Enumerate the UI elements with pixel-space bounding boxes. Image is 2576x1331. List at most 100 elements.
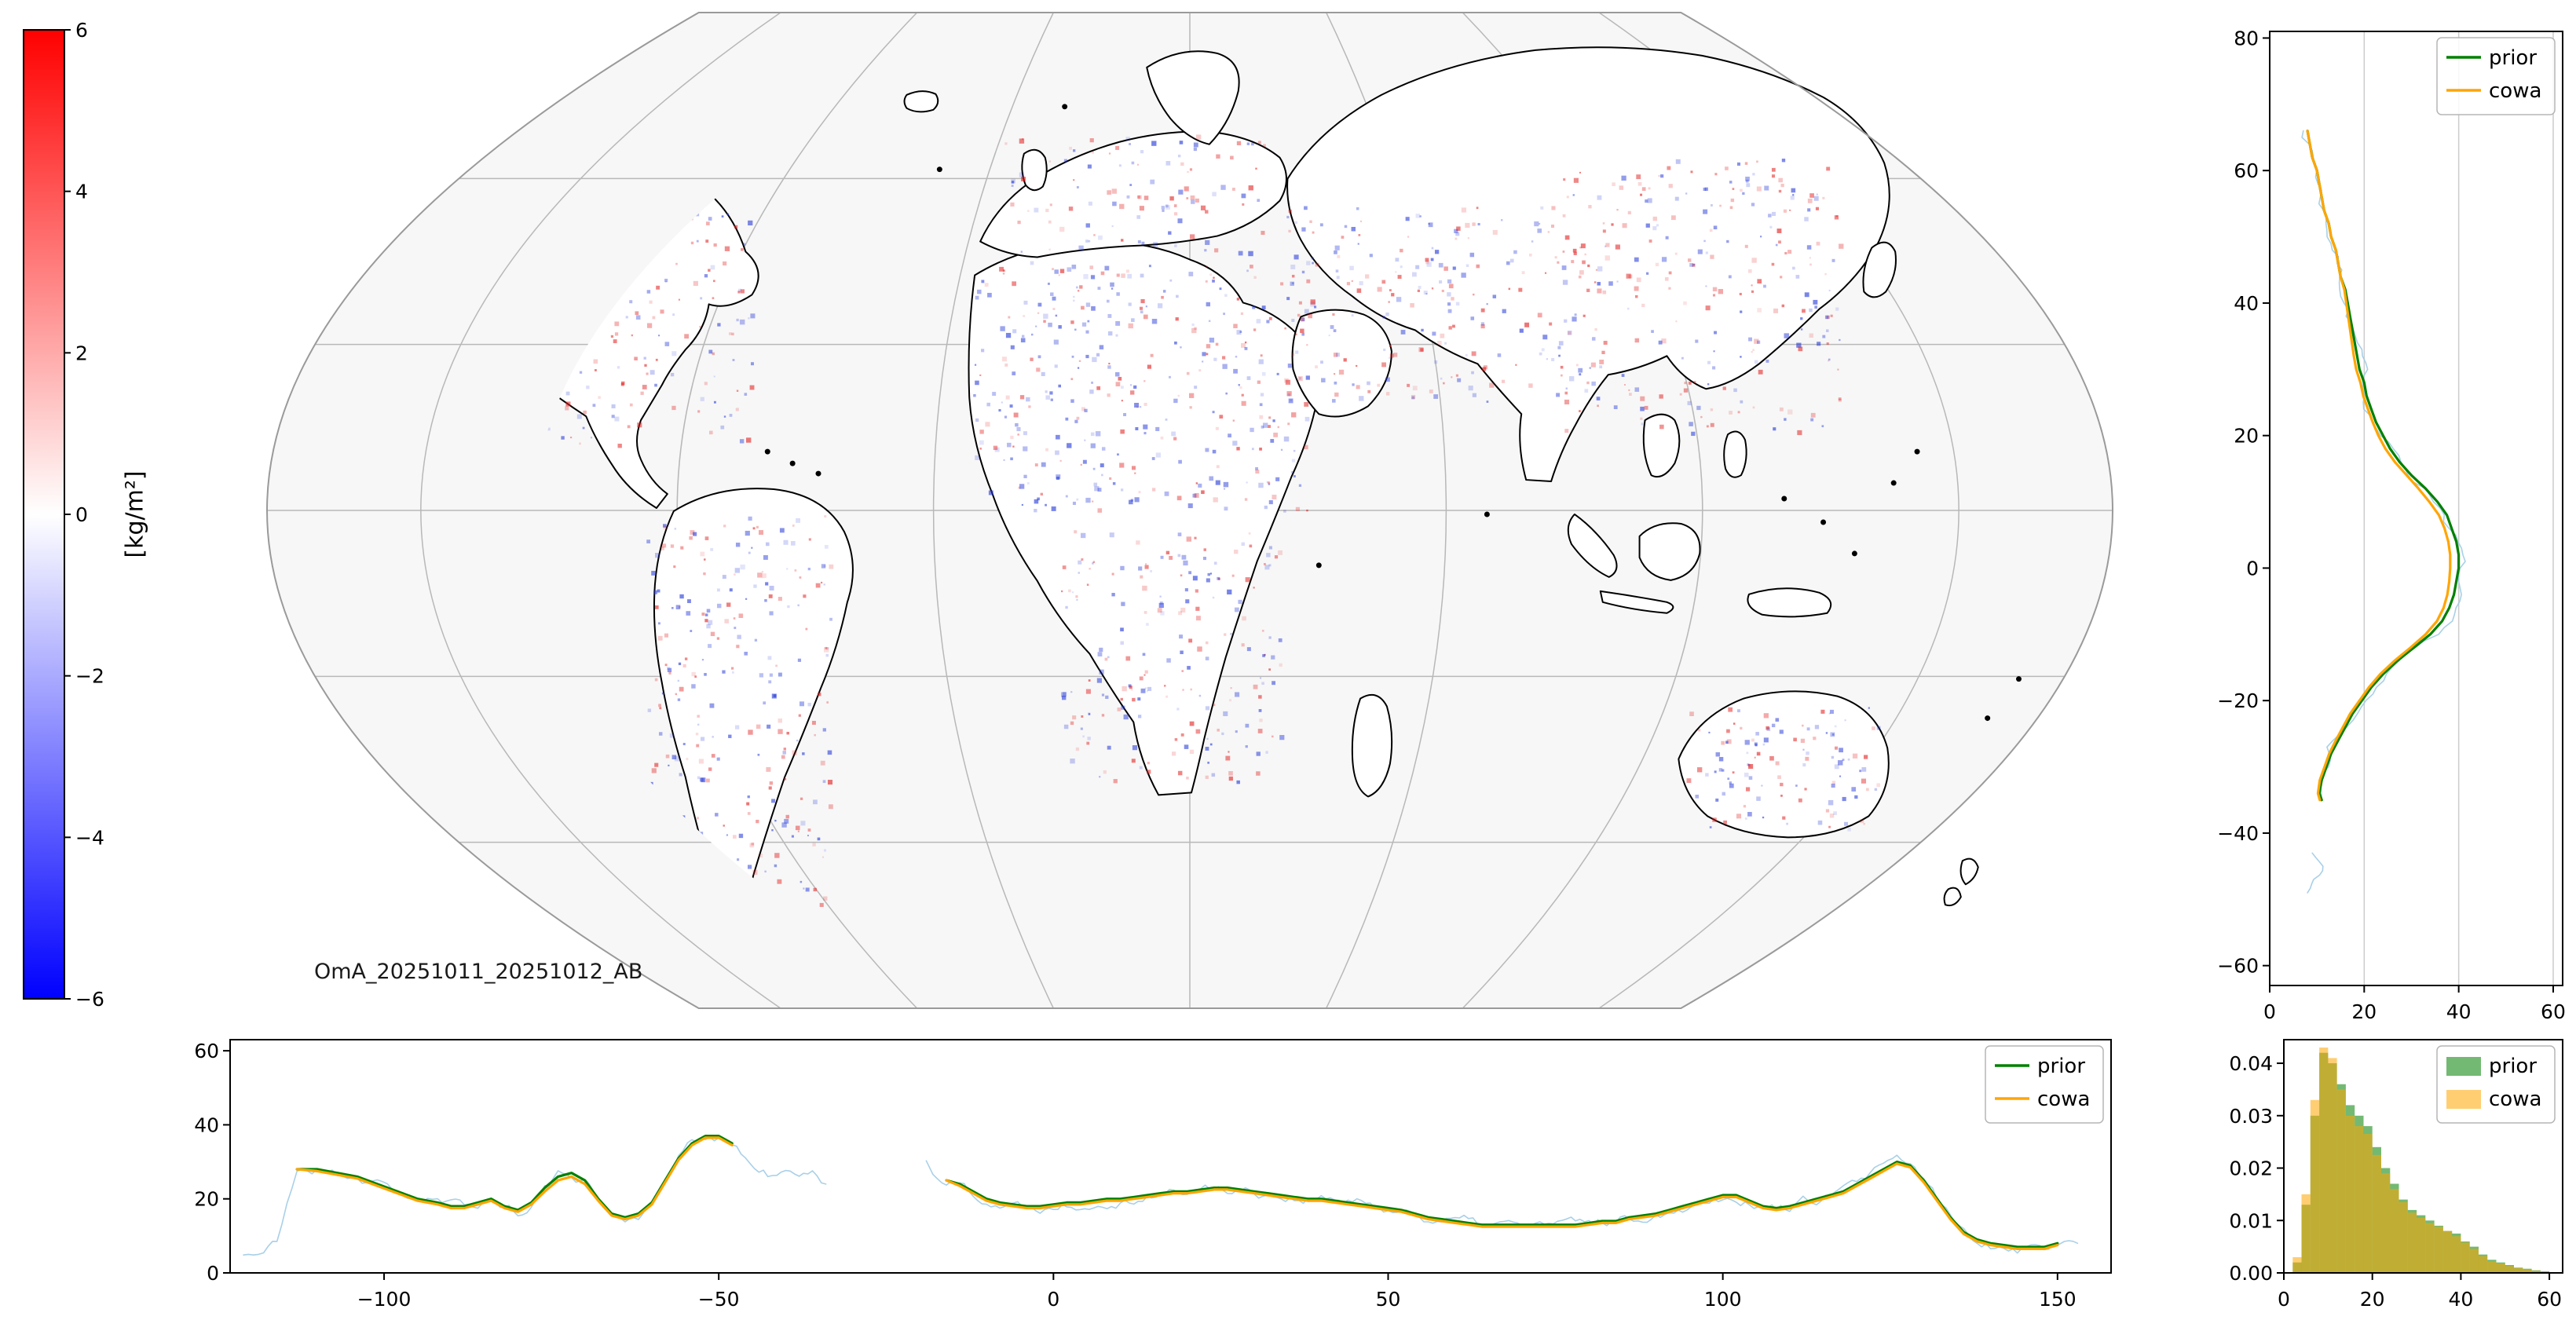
speckle bbox=[1280, 448, 1283, 452]
speckle bbox=[1079, 285, 1083, 289]
speckle bbox=[794, 569, 797, 572]
speckle bbox=[1762, 743, 1766, 746]
speckle bbox=[1082, 459, 1087, 464]
speckle bbox=[1748, 776, 1753, 780]
speckle bbox=[657, 589, 660, 593]
speckle bbox=[1043, 313, 1048, 319]
speckle bbox=[1641, 422, 1644, 426]
speckle bbox=[1465, 353, 1468, 357]
speckle bbox=[1120, 565, 1125, 571]
speckle bbox=[1480, 308, 1485, 313]
speckle bbox=[1002, 272, 1005, 275]
speckle bbox=[1184, 744, 1189, 749]
speckle bbox=[1861, 766, 1867, 772]
speckle bbox=[1567, 331, 1572, 335]
speckle bbox=[981, 280, 985, 283]
speckle bbox=[1423, 291, 1428, 295]
speckle bbox=[703, 572, 706, 576]
speckle bbox=[786, 731, 789, 735]
speckle bbox=[1744, 244, 1748, 248]
speckle bbox=[1298, 377, 1302, 380]
speckle bbox=[1189, 393, 1195, 398]
y-tick-label: 0.03 bbox=[2229, 1105, 2273, 1128]
speckle bbox=[1145, 305, 1147, 308]
speckle bbox=[1150, 353, 1154, 357]
speckle bbox=[757, 753, 760, 756]
speckle bbox=[1661, 257, 1667, 262]
speckle bbox=[1344, 225, 1348, 229]
speckle bbox=[1304, 444, 1308, 450]
speckle bbox=[1602, 229, 1606, 233]
speckle bbox=[646, 539, 651, 544]
speckle bbox=[1455, 302, 1460, 306]
speckle bbox=[1213, 497, 1218, 503]
speckle bbox=[1508, 287, 1511, 291]
y-tick-label: 0 bbox=[2246, 557, 2259, 580]
speckle bbox=[1781, 304, 1785, 308]
speckle bbox=[1301, 227, 1306, 232]
speckle bbox=[1640, 417, 1643, 420]
speckle bbox=[1288, 398, 1293, 404]
speckle bbox=[1147, 762, 1150, 765]
speckle bbox=[1261, 682, 1264, 686]
speckle bbox=[411, 196, 415, 200]
speckle bbox=[768, 680, 772, 684]
speckle bbox=[1834, 215, 1839, 220]
speckle bbox=[1863, 822, 1865, 825]
speckle bbox=[1048, 160, 1052, 163]
speckle bbox=[1383, 348, 1386, 352]
speckle bbox=[1019, 395, 1025, 400]
speckle bbox=[1177, 218, 1183, 224]
cowa-bar bbox=[2461, 1242, 2470, 1273]
speckle bbox=[654, 678, 658, 682]
speckle bbox=[766, 766, 771, 772]
speckle bbox=[1766, 727, 1771, 731]
speckle bbox=[1790, 196, 1795, 200]
speckle bbox=[1019, 138, 1025, 144]
speckle bbox=[826, 701, 829, 704]
speckle bbox=[1065, 605, 1068, 609]
speckle bbox=[1037, 302, 1042, 307]
speckle bbox=[1273, 432, 1279, 437]
speckle bbox=[1228, 776, 1233, 781]
speckle bbox=[1486, 303, 1488, 305]
speckle bbox=[1059, 269, 1065, 273]
speckle bbox=[1748, 337, 1752, 342]
speckle bbox=[1314, 305, 1317, 309]
speckle bbox=[706, 623, 711, 629]
speckle bbox=[1816, 241, 1820, 246]
island-dot bbox=[1820, 519, 1827, 525]
speckle bbox=[1283, 436, 1290, 442]
speckle bbox=[1073, 299, 1075, 302]
speckle bbox=[1143, 314, 1148, 320]
speckle bbox=[661, 692, 664, 695]
speckle bbox=[1096, 678, 1102, 683]
speckle bbox=[1143, 611, 1147, 614]
speckle bbox=[1136, 540, 1140, 545]
speckle bbox=[1332, 399, 1336, 403]
speckle bbox=[701, 777, 706, 783]
speckle bbox=[1037, 312, 1040, 314]
speckle bbox=[1037, 497, 1040, 501]
speckle bbox=[769, 781, 774, 785]
speckle bbox=[713, 243, 717, 247]
speckle bbox=[1200, 205, 1206, 210]
speckle bbox=[974, 364, 977, 366]
speckle bbox=[1407, 383, 1411, 387]
speckle bbox=[1746, 751, 1749, 755]
speckle bbox=[704, 536, 709, 540]
speckle bbox=[726, 834, 729, 836]
speckle bbox=[979, 374, 982, 376]
speckle bbox=[1217, 729, 1220, 732]
speckle bbox=[1251, 142, 1254, 146]
speckle bbox=[981, 349, 985, 353]
speckle bbox=[1266, 553, 1271, 558]
speckle bbox=[1173, 398, 1178, 404]
speckle bbox=[1714, 331, 1718, 335]
speckle bbox=[1012, 329, 1017, 334]
speckle bbox=[1143, 674, 1146, 676]
speckle bbox=[1829, 813, 1835, 818]
cowa-bar bbox=[2478, 1256, 2488, 1273]
speckle bbox=[1465, 264, 1469, 267]
speckle bbox=[1744, 740, 1750, 745]
